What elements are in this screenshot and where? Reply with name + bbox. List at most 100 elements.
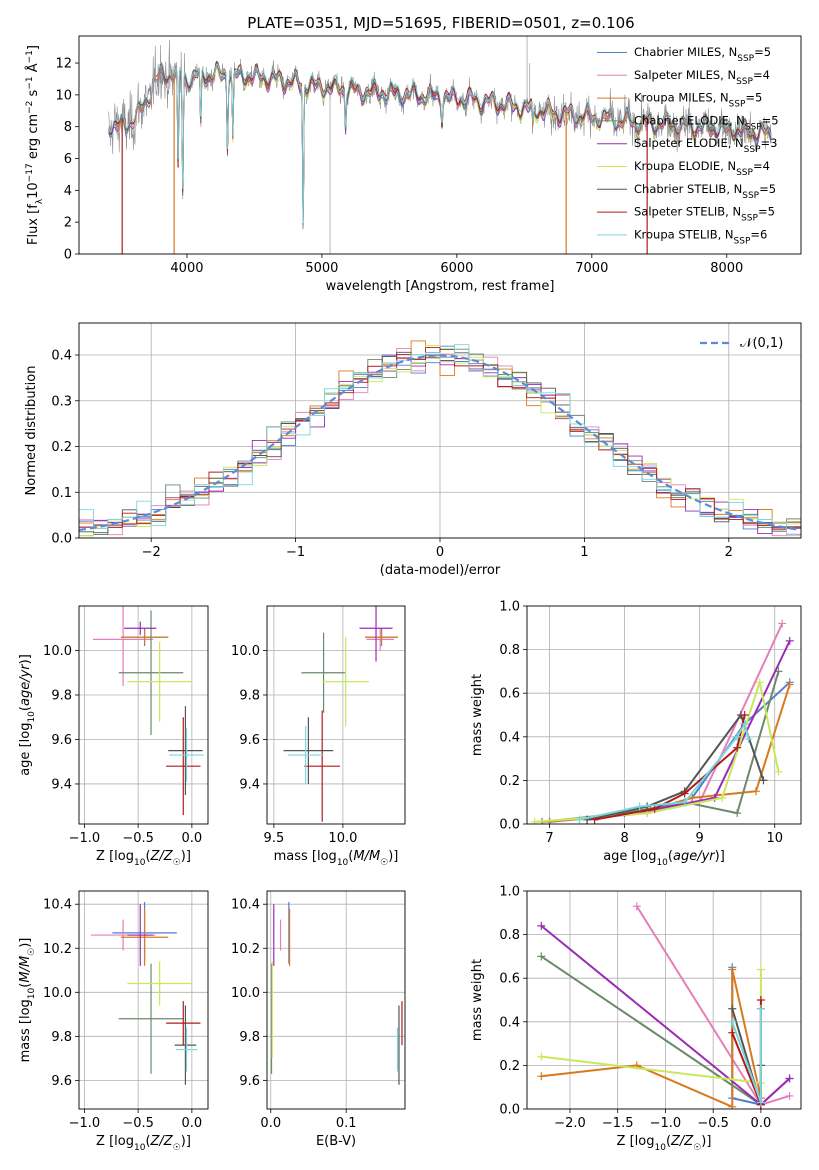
weight_vs_Z-xlabel: Z [log10(Z/Z☉)] xyxy=(617,1134,712,1153)
errorbar-salpeter-stelib xyxy=(304,710,341,822)
errorbar-kroupa-miles xyxy=(120,630,169,644)
mass_vs_Z-ylabel-part: mass [log xyxy=(18,999,33,1062)
spectrum-ylabel-part: −1 xyxy=(25,50,35,63)
weight-marker-kroupa-stelib xyxy=(756,1098,765,1107)
weight-marker-chabrier-elodie xyxy=(733,809,742,818)
age_vs_Z-xtick-label: −1.0 xyxy=(69,831,101,846)
weight_vs_age-xtick-label: 10 xyxy=(766,831,783,846)
legend-label-kroupa-elodie: Kroupa ELODIE, NSSP=4 xyxy=(634,159,770,178)
weight_vs_Z-ylabel: mass weight xyxy=(470,959,485,1041)
weight-marker-kroupa-miles xyxy=(728,1102,737,1109)
weight_vs_Z-xtick-label: −2.0 xyxy=(554,1116,586,1131)
residuals-ytick-label: 0.4 xyxy=(51,349,72,364)
panel-age-vs-metallicity: −1.0 −0.5 0.09.49.69.810.0Z [log10(Z/Z☉)]a… xyxy=(18,605,209,868)
mass_vs_Z-xtick-label: −0.5 xyxy=(122,1116,154,1131)
residuals-ytick-label: 0.0 xyxy=(51,532,72,547)
mass_vs_Z-ylabel-part: ☉ xyxy=(27,948,37,956)
age_vs_Z-xlabel: Z [log10(Z/Z☉)] xyxy=(96,849,191,868)
weight-marker-kroupa-elodie xyxy=(755,678,764,687)
weight_vs_age-xtick-label: 9 xyxy=(696,831,704,846)
weight-marker-kroupa-elodie xyxy=(756,965,765,974)
spectrum-ytick-label: 10 xyxy=(55,88,72,103)
weight_vs_age-ytick-label: 0.4 xyxy=(499,730,520,745)
weight-marker-kroupa-elodie xyxy=(774,767,783,776)
errorbar-salpeter-elodie xyxy=(124,621,157,635)
errorbar-salpeter-miles xyxy=(366,628,394,651)
weight_vs_Z-xtick-label: −1.5 xyxy=(602,1116,634,1131)
weight_vs_Z-ytick-label: 0.8 xyxy=(499,928,520,943)
mass_vs_Z-ytick-label: 9.8 xyxy=(51,1030,72,1045)
errorbar-kroupa-stelib xyxy=(175,1027,198,1072)
weight-marker-chabrier-elodie xyxy=(537,952,546,961)
weight_vs_age-ytick-label: 0.0 xyxy=(499,818,520,833)
legend-label-salpeter-elodie-part: Salpeter ELODIE, N xyxy=(634,136,744,150)
age_vs_mass-xlabel-part: 10 xyxy=(337,858,349,868)
mass_vs_Z-xlabel-part: )] xyxy=(181,1134,191,1149)
spectrum-ytick-label: 4 xyxy=(64,184,72,199)
spectrum-ylabel: Flux [fλ10−17 erg cm−2 s−1 Å−1] xyxy=(25,45,45,245)
mass_vs_ebv-ytick-label: 10.0 xyxy=(231,986,260,1001)
panel-mass-vs-metallicity: −1.0 −0.5 0.09.69.810.010.210.4Z [log10(Z/… xyxy=(18,890,209,1153)
legend-label-chabrier-miles-part: =5 xyxy=(754,45,771,59)
weight-marker-kroupa-stelib xyxy=(740,719,749,728)
mass_vs_Z-xlabel-part: ( xyxy=(145,1134,150,1149)
weight_vs_Z-ytick-label: 0.6 xyxy=(499,972,520,987)
weight-marker-kroupa-stelib xyxy=(756,1004,765,1013)
age_vs_Z-xlabel-part: Z [log xyxy=(96,849,134,864)
age_vs_Z-ylabel-part: age/yr xyxy=(18,663,33,706)
mass_vs_Z-ylabel-part: )] xyxy=(18,938,33,948)
weight-marker-salpeter-miles xyxy=(778,619,787,628)
spectrum-ytick-label: 2 xyxy=(64,216,72,231)
spectrum-ylabel-part: Flux [f xyxy=(26,204,41,245)
mass_vs_ebv-ytick-label: 9.8 xyxy=(239,1030,260,1045)
weight_vs_Z-xtick-label: −0.5 xyxy=(697,1116,729,1131)
legend-label-salpeter-elodie-part: SSP xyxy=(744,145,761,155)
mass_vs_Z-ytick-label: 10.0 xyxy=(43,986,72,1001)
age_vs_mass-plot-area xyxy=(267,606,405,824)
residuals-xtick-label: −1 xyxy=(286,545,305,560)
errorbar-kroupa-miles xyxy=(120,908,169,966)
legend-label-chabrier-stelib-part: SSP xyxy=(742,191,759,201)
legend-label-kroupa-stelib-part: Kroupa STELIB, N xyxy=(634,227,734,241)
mass_vs_Z-xlabel: Z [log10(Z/Z☉)] xyxy=(96,1134,191,1153)
age_vs_Z-ytick-label: 9.6 xyxy=(51,733,72,748)
residuals-xtick-label: 0 xyxy=(436,545,444,560)
weight_vs_age-ytick-label: 1.0 xyxy=(499,600,520,615)
weight_vs_age-xlabel-part: ( xyxy=(668,849,673,864)
weight-marker-kroupa-stelib xyxy=(680,798,689,807)
mass_vs_ebv-xlabel-part: E(B-V) xyxy=(316,1134,356,1149)
weight-marker-kroupa-elodie xyxy=(530,817,539,824)
errorbar-kroupa-elodie xyxy=(322,637,370,727)
legend-label-chabrier-miles-part: SSP xyxy=(737,54,754,64)
weight-marker-salpeter-stelib xyxy=(733,743,742,752)
mass_vs_ebv-xlabel: E(B-V) xyxy=(316,1134,356,1149)
weight_vs_age-xlabel-part: 10 xyxy=(656,858,668,868)
legend-label-salpeter-miles: Salpeter MILES, NSSP=4 xyxy=(634,68,770,87)
weight-marker-salpeter-elodie xyxy=(785,1074,794,1083)
errorbar-kroupa-stelib xyxy=(169,728,204,782)
age_vs_Z-xlabel-part: Z/Z xyxy=(150,849,174,864)
legend-label-salpeter-elodie-part: =3 xyxy=(761,136,778,150)
legend-label-chabrier-miles-part: Chabrier MILES, N xyxy=(634,45,737,59)
spectrum-xtick-label: 5000 xyxy=(305,261,338,276)
mass_vs_ebv-frame xyxy=(266,890,406,1110)
weight_vs_age-xlabel: age [log10(age/yr)] xyxy=(603,849,725,868)
weight_vs_Z-ytick-label: 1.0 xyxy=(499,885,520,900)
age_vs_Z-ytick-label: 9.4 xyxy=(51,777,72,792)
spectrum-ytick-label: 12 xyxy=(55,57,72,72)
age_vs_mass-ytick-label: 9.6 xyxy=(239,733,260,748)
spectrum-ylabel-part: −2 xyxy=(25,101,35,114)
age_vs_mass-xlabel: mass [log10(M/M☉)] xyxy=(274,849,399,868)
mass_vs_Z-ytick-label: 10.2 xyxy=(43,942,72,957)
mass_vs_ebv-xtick-label: 0.0 xyxy=(260,1116,281,1131)
age_vs_mass-xlabel-part: mass [log xyxy=(274,849,337,864)
weight-marker-kroupa-miles xyxy=(785,680,794,689)
age_vs_Z-ytick-label: 9.8 xyxy=(51,688,72,703)
mass_vs_Z-xlabel-part: Z [log xyxy=(96,1134,134,1149)
age_vs_mass-xlabel-part: ☉ xyxy=(380,858,388,868)
weight-marker-kroupa-elodie xyxy=(718,793,727,802)
spectrum-ytick-label: 8 xyxy=(64,120,72,135)
weight_vs_age-xtick-label: 7 xyxy=(545,831,553,846)
legend-label-salpeter-stelib-part: Salpeter STELIB, N xyxy=(634,205,741,219)
weight-marker-chabrier-stelib xyxy=(583,815,592,824)
